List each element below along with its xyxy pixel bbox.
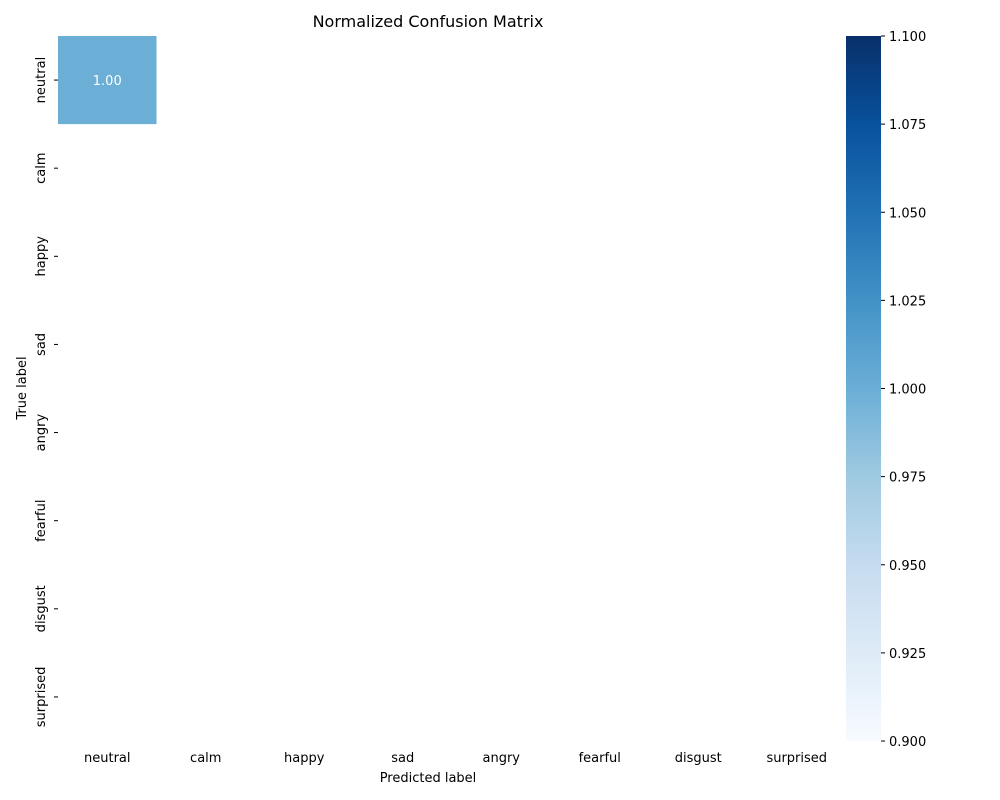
x-tick-label: surprised <box>766 751 827 766</box>
colorbar-tick-label: 0.900 <box>889 735 926 750</box>
colorbar-tick-label: 1.075 <box>889 118 926 133</box>
y-tick-label: neutral <box>34 57 49 104</box>
x-tick-label: happy <box>284 751 325 766</box>
x-tick-label: calm <box>190 751 221 766</box>
colorbar-tick-label: 0.950 <box>889 559 926 574</box>
y-tick-label: calm <box>34 152 49 183</box>
y-tick-label: angry <box>34 414 49 452</box>
heatmap-cell <box>58 36 157 125</box>
y-tick-label: fearful <box>34 500 49 542</box>
x-tick-label: angry <box>483 751 521 766</box>
x-tick-label: sad <box>391 751 414 766</box>
colorbar-tick-label: 1.100 <box>889 30 926 45</box>
colorbar-tick-label: 0.925 <box>889 647 926 662</box>
y-axis-ticks: neutral calm happy sad angry fearful disgust su… <box>34 57 58 727</box>
y-tick-label: disgust <box>34 585 49 632</box>
x-axis-ticks: neutral calm happy sad angry fearful disgust su… <box>84 751 827 766</box>
colorbar-tick-label: 1.000 <box>889 383 926 398</box>
chart-title: Normalized Confusion Matrix <box>313 12 544 31</box>
y-axis-label: True label <box>15 356 30 420</box>
x-axis-label: Predicted label <box>380 771 477 786</box>
x-tick-label: disgust <box>675 751 722 766</box>
y-tick-label: happy <box>34 236 49 277</box>
cell-value-label: 1.00 <box>93 74 122 89</box>
heatmap-cells: 1.00 <box>58 36 157 125</box>
x-tick-label: neutral <box>84 751 131 766</box>
y-tick-label: surprised <box>34 667 49 728</box>
colorbar-ticks: 0.900 0.925 0.950 0.975 1.000 1.025 1.050 1.075… <box>881 30 926 750</box>
colorbar <box>846 36 881 741</box>
x-tick-label: fearful <box>579 751 621 766</box>
colorbar-tick-label: 1.050 <box>889 206 926 221</box>
colorbar-tick-label: 1.025 <box>889 294 926 309</box>
y-tick-label: sad <box>34 333 49 356</box>
colorbar-tick-label: 0.975 <box>889 471 926 486</box>
